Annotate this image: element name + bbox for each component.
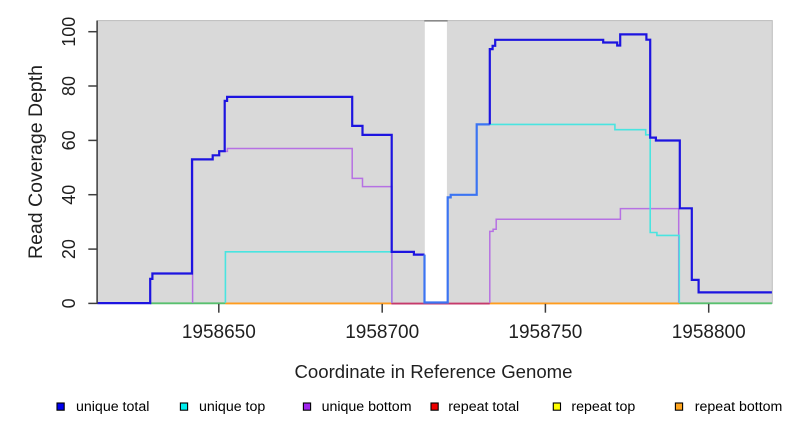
svg-text:unique top: unique top (199, 399, 265, 415)
svg-text:repeat total: repeat total (448, 399, 519, 415)
svg-text:Read Coverage Depth: Read Coverage Depth (25, 65, 47, 259)
svg-text:0: 0 (59, 298, 79, 308)
svg-text:100: 100 (59, 17, 79, 47)
svg-text:60: 60 (59, 130, 79, 150)
svg-text:unique total: unique total (76, 399, 149, 415)
svg-text:repeat bottom: repeat bottom (695, 399, 783, 415)
svg-text:1958650: 1958650 (182, 322, 256, 343)
svg-text:20: 20 (59, 239, 79, 259)
svg-text:Coordinate in Reference Genome: Coordinate in Reference Genome (294, 361, 572, 382)
svg-text:40: 40 (59, 185, 79, 205)
svg-text:1958700: 1958700 (345, 322, 419, 343)
svg-text:80: 80 (59, 76, 79, 96)
svg-text:1958750: 1958750 (508, 322, 582, 343)
svg-text:1958800: 1958800 (672, 322, 746, 343)
svg-text:unique bottom: unique bottom (322, 399, 412, 415)
svg-text:repeat top: repeat top (571, 399, 635, 415)
